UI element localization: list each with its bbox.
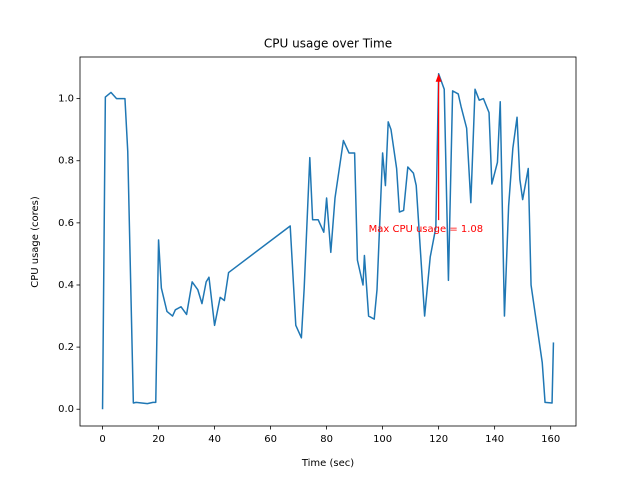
y-tick-label: 0.2 [58, 342, 74, 353]
y-tick-label: 1.0 [58, 94, 74, 105]
y-tick-label: 0.0 [58, 404, 74, 415]
x-tick-label: 0 [99, 434, 105, 445]
data-line [101, 73, 555, 410]
chart-title: CPU usage over Time [264, 37, 392, 51]
x-tick-label: 20 [152, 434, 165, 445]
x-tick-label: 120 [429, 434, 448, 445]
annotation-text: Max CPU usage = 1.08 [369, 224, 484, 235]
y-tick-label: 0.6 [58, 218, 74, 229]
x-tick-label: 160 [541, 434, 560, 445]
x-tick-label: 80 [320, 434, 333, 445]
x-axis-label: Time (sec) [301, 458, 354, 469]
x-tick-label: 140 [485, 434, 504, 445]
x-tick-label: 40 [208, 434, 221, 445]
y-tick-label: 0.4 [58, 280, 74, 291]
plot-frame [79, 56, 577, 427]
x-tick-label: 100 [373, 434, 392, 445]
y-tick-label: 0.8 [58, 156, 74, 167]
annotation-arrowhead [435, 73, 442, 82]
y-axis-label: CPU usage (cores) [30, 196, 41, 288]
x-tick-label: 60 [264, 434, 277, 445]
